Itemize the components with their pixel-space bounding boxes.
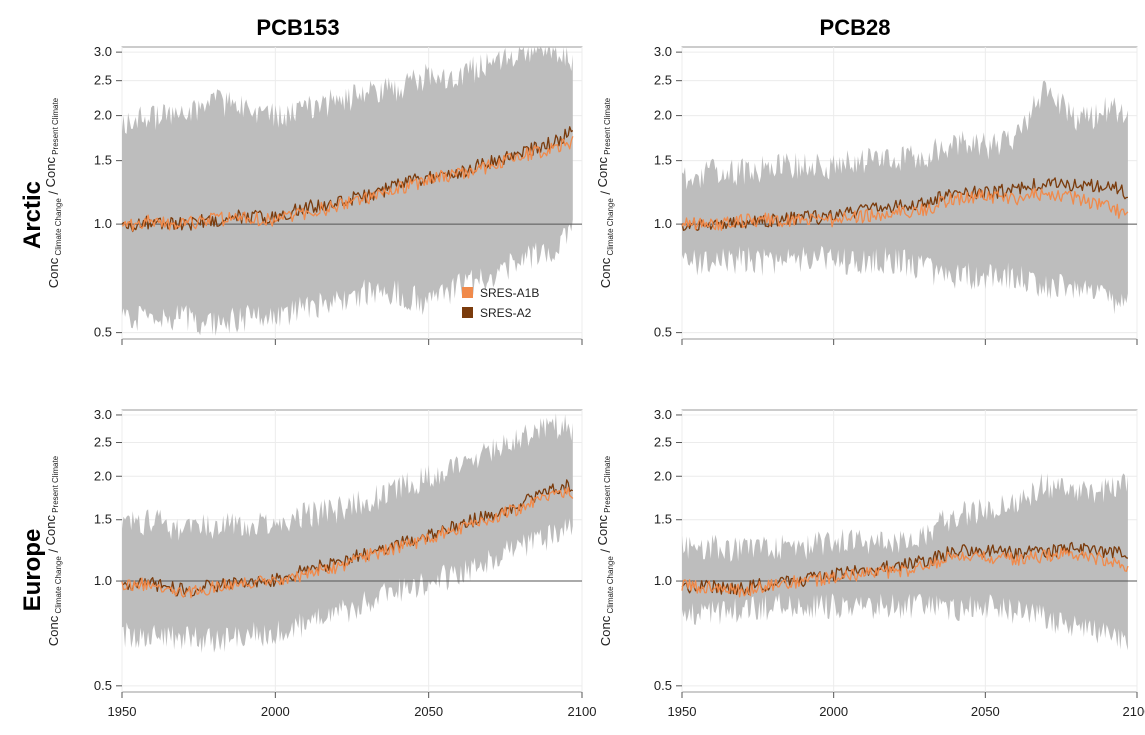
y-axis-label-part: Conc	[598, 615, 613, 646]
y-tick-label: 0.5	[94, 325, 112, 340]
uncertainty-band	[122, 413, 573, 653]
y-axis-label-part: Present Climate	[603, 97, 612, 157]
chart-panel-pcb153-europe: 0.5 1.0 1.5 2.0 2.5 3.0 1950 2000 2050 2100 Conc C…	[43, 407, 596, 719]
y-axis-label-part: Conc	[46, 615, 61, 646]
y-axis-label-part: Conc	[595, 515, 610, 546]
y-axis-label: Conc Climate Change / Conc Present Clima…	[43, 97, 63, 288]
y-axis-label-part: Climate Change	[606, 556, 615, 616]
y-axis-label-part: Climate Change	[54, 198, 63, 258]
y-axis-label-part: Conc	[598, 257, 613, 288]
uncertainty-band	[682, 80, 1128, 315]
y-axis-label-part: Present Climate	[603, 455, 612, 515]
y-axis-label: Conc Climate Change / Conc Present Clima…	[43, 455, 63, 646]
y-tick-label: 3.0	[94, 407, 112, 422]
y-tick-label: 0.5	[94, 678, 112, 693]
y-tick-label: 2.0	[94, 468, 112, 483]
row-title-europe: Europe	[19, 529, 46, 612]
x-tick-label: 2050	[971, 704, 1000, 719]
uncertainty-band	[122, 47, 573, 336]
y-tick-label: 2.0	[654, 108, 672, 123]
y-axis-label-part: /	[598, 187, 613, 198]
y-axis-label-part: Climate Change	[606, 198, 615, 258]
chart-panel-pcb28-arctic: 0.5 1.0 1.5 2.0 2.5 3.0 Conc Climate Change / …	[595, 44, 1138, 345]
y-axis-label: Conc Climate Change / Conc Present Clima…	[595, 97, 615, 288]
y-tick-label: 2.5	[94, 435, 112, 450]
y-tick-label: 3.0	[654, 407, 672, 422]
legend-label-sres-a2: SRES-A2	[480, 306, 532, 320]
y-axis-label-part: /	[46, 545, 61, 556]
chart-panel-pcb153-arctic: 0.5 1.0 1.5 2.0 2.5 3.0 Conc Climate Change / …	[43, 44, 583, 345]
column-title-pcb28: PCB28	[820, 15, 891, 40]
y-tick-label: 2.5	[94, 73, 112, 88]
y-tick-label: 1.5	[94, 512, 112, 527]
legend: SRES-A1B SRES-A2	[462, 286, 539, 320]
x-tick-label: 2100	[1123, 704, 1145, 719]
series-line-sres-a1b	[121, 486, 574, 599]
y-tick-label: 3.0	[94, 44, 112, 59]
y-tick-label: 2.0	[654, 468, 672, 483]
y-tick-label: 1.5	[654, 153, 672, 168]
series-line-sres-a1b	[681, 187, 1129, 231]
y-axis-label: Conc Climate Change / Conc Present Clima…	[595, 455, 615, 646]
y-axis-label-part: Conc	[595, 157, 610, 188]
y-axis-label-part: Present Climate	[51, 455, 60, 515]
series-line-sres-a2	[122, 479, 574, 597]
y-tick-label: 1.5	[654, 512, 672, 527]
chart-panel-pcb28-europe: 0.5 1.0 1.5 2.0 2.5 3.0 1950 2000 2050 2100 Conc C…	[595, 407, 1145, 719]
x-tick-label: 2000	[819, 704, 848, 719]
y-tick-label: 3.0	[654, 44, 672, 59]
x-tick-label: 2000	[261, 704, 290, 719]
y-tick-label: 2.5	[654, 73, 672, 88]
y-axis-label-part: /	[598, 545, 613, 556]
series-line-sres-a1b	[121, 136, 574, 232]
y-tick-label: 1.5	[94, 153, 112, 168]
series-line-sres-a2	[681, 541, 1129, 596]
y-axis-label-part: Climate Change	[54, 556, 63, 616]
y-axis-label-part: Conc	[43, 157, 58, 188]
x-tick-label: 2050	[414, 704, 443, 719]
column-title-pcb153: PCB153	[256, 15, 339, 40]
y-tick-label: 1.0	[94, 216, 112, 231]
y-tick-label: 2.5	[654, 435, 672, 450]
y-tick-label: 1.0	[654, 573, 672, 588]
y-tick-label: 0.5	[654, 678, 672, 693]
row-title-arctic: Arctic	[19, 181, 46, 249]
y-tick-label: 2.0	[94, 108, 112, 123]
y-axis-label-part: Conc	[43, 515, 58, 546]
x-tick-label: 2100	[568, 704, 597, 719]
y-axis-label-part: Conc	[46, 257, 61, 288]
legend-swatch-sres-a2	[462, 307, 473, 318]
x-tick-label: 1950	[668, 704, 697, 719]
y-tick-label: 1.0	[94, 573, 112, 588]
y-tick-label: 1.0	[654, 216, 672, 231]
x-tick-label: 1950	[108, 704, 137, 719]
series-line-sres-a2	[121, 126, 574, 233]
legend-swatch-sres-a1b	[462, 287, 473, 298]
y-axis-label-part: Present Climate	[51, 97, 60, 157]
y-tick-label: 0.5	[654, 325, 672, 340]
legend-label-sres-a1b: SRES-A1B	[480, 286, 539, 300]
y-axis-label-part: /	[46, 187, 61, 198]
series-line-sres-a1b	[681, 547, 1129, 598]
